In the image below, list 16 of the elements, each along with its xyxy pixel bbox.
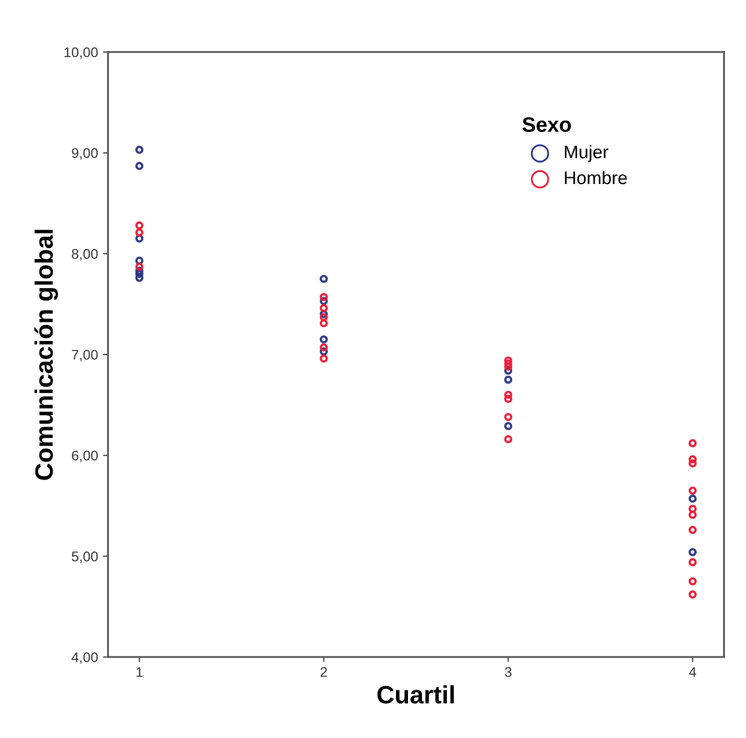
x-tick-label: 3 xyxy=(504,667,512,677)
y-tick-label: 8,00 xyxy=(72,249,98,260)
y-axis-title: Comunicación global xyxy=(34,230,58,480)
x-axis-title: Cuartil xyxy=(377,685,454,704)
y-tick-label: 9,00 xyxy=(72,148,98,160)
y-tick-label: 10,00 xyxy=(64,47,98,59)
x-tick-label: 1 xyxy=(136,667,143,677)
x-tick-label: 4 xyxy=(689,667,696,677)
y-tick-label: 5,00 xyxy=(72,552,98,563)
legend-label: Mujer xyxy=(564,145,608,162)
x-tick-label: 2 xyxy=(320,667,327,677)
legend-label: Hombre xyxy=(564,170,627,184)
y-tick-label: 7,00 xyxy=(72,350,98,362)
y-tick-label: 6,00 xyxy=(72,450,98,462)
y-tick-label: 4,00 xyxy=(72,652,98,664)
legend-title: Sexo xyxy=(522,117,571,132)
